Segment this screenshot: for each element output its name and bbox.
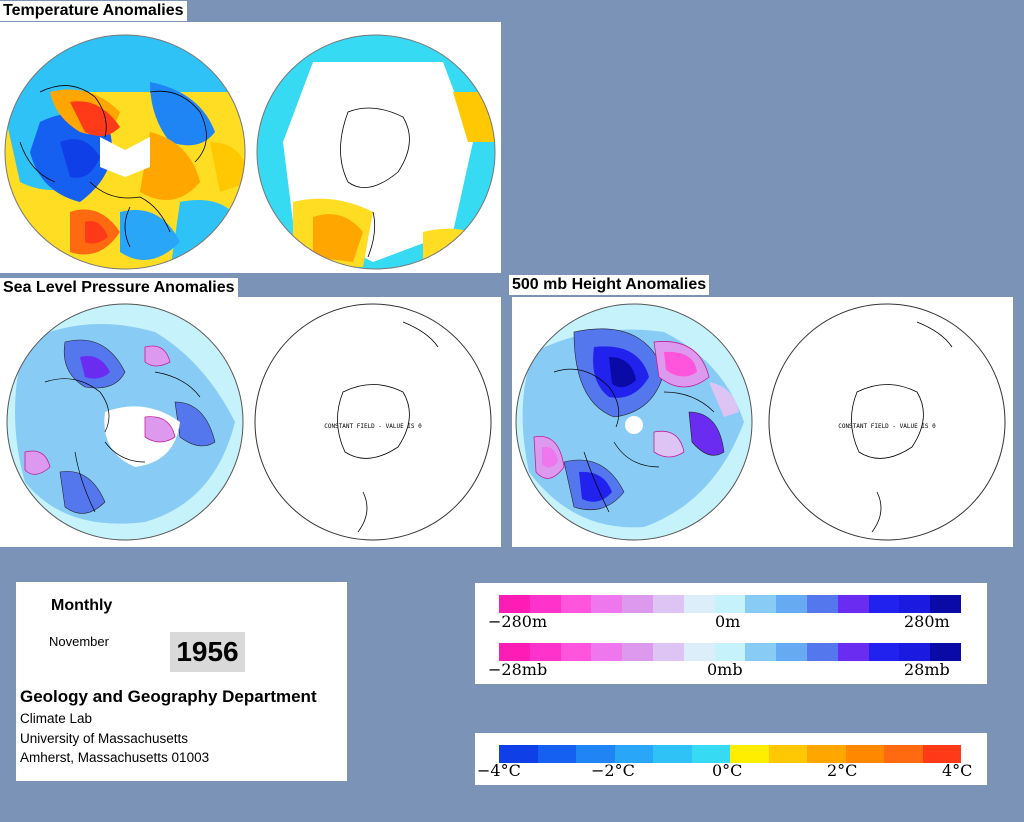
color-swatch: [884, 745, 923, 763]
height-pressure-scale: −280m 0m 280m −28mb 0mb 28mb: [475, 583, 987, 684]
color-swatch: [622, 595, 653, 613]
color-swatch: [691, 745, 730, 763]
color-swatch: [745, 643, 777, 661]
temp-scale-plus4: 4°C: [942, 761, 973, 780]
period-label: Monthly: [51, 597, 113, 614]
temperature-anomalies-panel: [0, 22, 501, 273]
temp-scale-plus2: 2°C: [827, 761, 858, 780]
university-label: University of Massachusetts: [20, 731, 189, 746]
color-swatch: [529, 595, 561, 613]
color-swatch: [560, 595, 592, 613]
color-swatch: [560, 643, 592, 661]
height-anomalies-panel: CONSTANT FIELD - VALUE IS 0: [512, 297, 1013, 547]
height-south-globe: CONSTANT FIELD - VALUE IS 0: [768, 303, 1006, 541]
color-swatch: [683, 595, 715, 613]
temp-scale-minus4: −4°C: [477, 761, 521, 780]
pressure-scale-min: −28mb: [488, 660, 548, 679]
height-scale-min: −280m: [488, 612, 548, 631]
color-swatch: [837, 595, 869, 613]
slp-anomalies-panel: CONSTANT FIELD - VALUE IS 0: [0, 297, 501, 547]
color-swatch: [576, 745, 615, 763]
pressure-scale-mid: 0mb: [707, 660, 743, 679]
pressure-color-bar: [499, 643, 961, 661]
color-swatch: [499, 643, 530, 661]
color-swatch: [591, 643, 623, 661]
department-label: Geology and Geography Department: [20, 687, 317, 706]
color-swatch: [745, 595, 777, 613]
color-swatch: [806, 643, 838, 661]
color-swatch: [837, 643, 869, 661]
color-swatch: [614, 745, 653, 763]
slp-north-globe: [6, 303, 244, 541]
color-swatch: [622, 643, 653, 661]
color-swatch: [652, 595, 684, 613]
color-swatch: [591, 595, 623, 613]
color-swatch: [768, 745, 807, 763]
color-swatch: [652, 643, 684, 661]
color-swatch: [806, 595, 838, 613]
info-box: Monthly November 1956 Geology and Geogra…: [16, 582, 347, 781]
height-color-bar: [499, 595, 961, 613]
year-label: 1956: [170, 632, 245, 672]
color-swatch: [807, 745, 846, 763]
temp-scale-zero: 0°C: [712, 761, 743, 780]
temperature-anomalies-title: Temperature Anomalies: [0, 1, 187, 21]
color-swatch: [930, 595, 961, 613]
height-scale-mid: 0m: [715, 612, 741, 631]
address-label: Amherst, Massachusetts 01003: [20, 750, 210, 765]
temperature-north-globe: [4, 34, 246, 270]
color-swatch: [868, 643, 900, 661]
slp-south-globe: CONSTANT FIELD - VALUE IS 0: [254, 303, 492, 541]
lab-label: Climate Lab: [20, 711, 93, 726]
color-swatch: [499, 745, 538, 763]
pressure-scale-max: 28mb: [904, 660, 950, 679]
color-swatch: [529, 643, 561, 661]
height-scale-max: 280m: [904, 612, 950, 631]
color-swatch: [922, 745, 961, 763]
color-swatch: [730, 745, 769, 763]
month-label: November: [49, 634, 109, 649]
color-swatch: [845, 745, 884, 763]
color-swatch: [776, 643, 807, 661]
color-swatch: [899, 643, 931, 661]
color-swatch: [714, 643, 746, 661]
color-swatch: [499, 595, 530, 613]
temperature-south-globe: [256, 34, 496, 270]
temp-scale-minus2: −2°C: [591, 761, 635, 780]
color-swatch: [776, 595, 807, 613]
color-swatch: [653, 745, 692, 763]
color-swatch: [868, 595, 900, 613]
height-north-globe: [515, 303, 753, 541]
color-swatch: [714, 595, 746, 613]
color-swatch: [899, 595, 931, 613]
temperature-scale: −4°C −2°C 0°C 2°C 4°C: [475, 733, 987, 785]
height-constant-field-label: CONSTANT FIELD - VALUE IS 0: [838, 423, 936, 430]
color-swatch: [683, 643, 715, 661]
temperature-color-bar: [499, 745, 961, 763]
slp-anomalies-title: Sea Level Pressure Anomalies: [0, 278, 238, 298]
slp-constant-field-label: CONSTANT FIELD - VALUE IS 0: [324, 423, 422, 430]
color-swatch: [537, 745, 576, 763]
height-anomalies-title: 500 mb Height Anomalies: [509, 275, 710, 295]
color-swatch: [930, 643, 961, 661]
